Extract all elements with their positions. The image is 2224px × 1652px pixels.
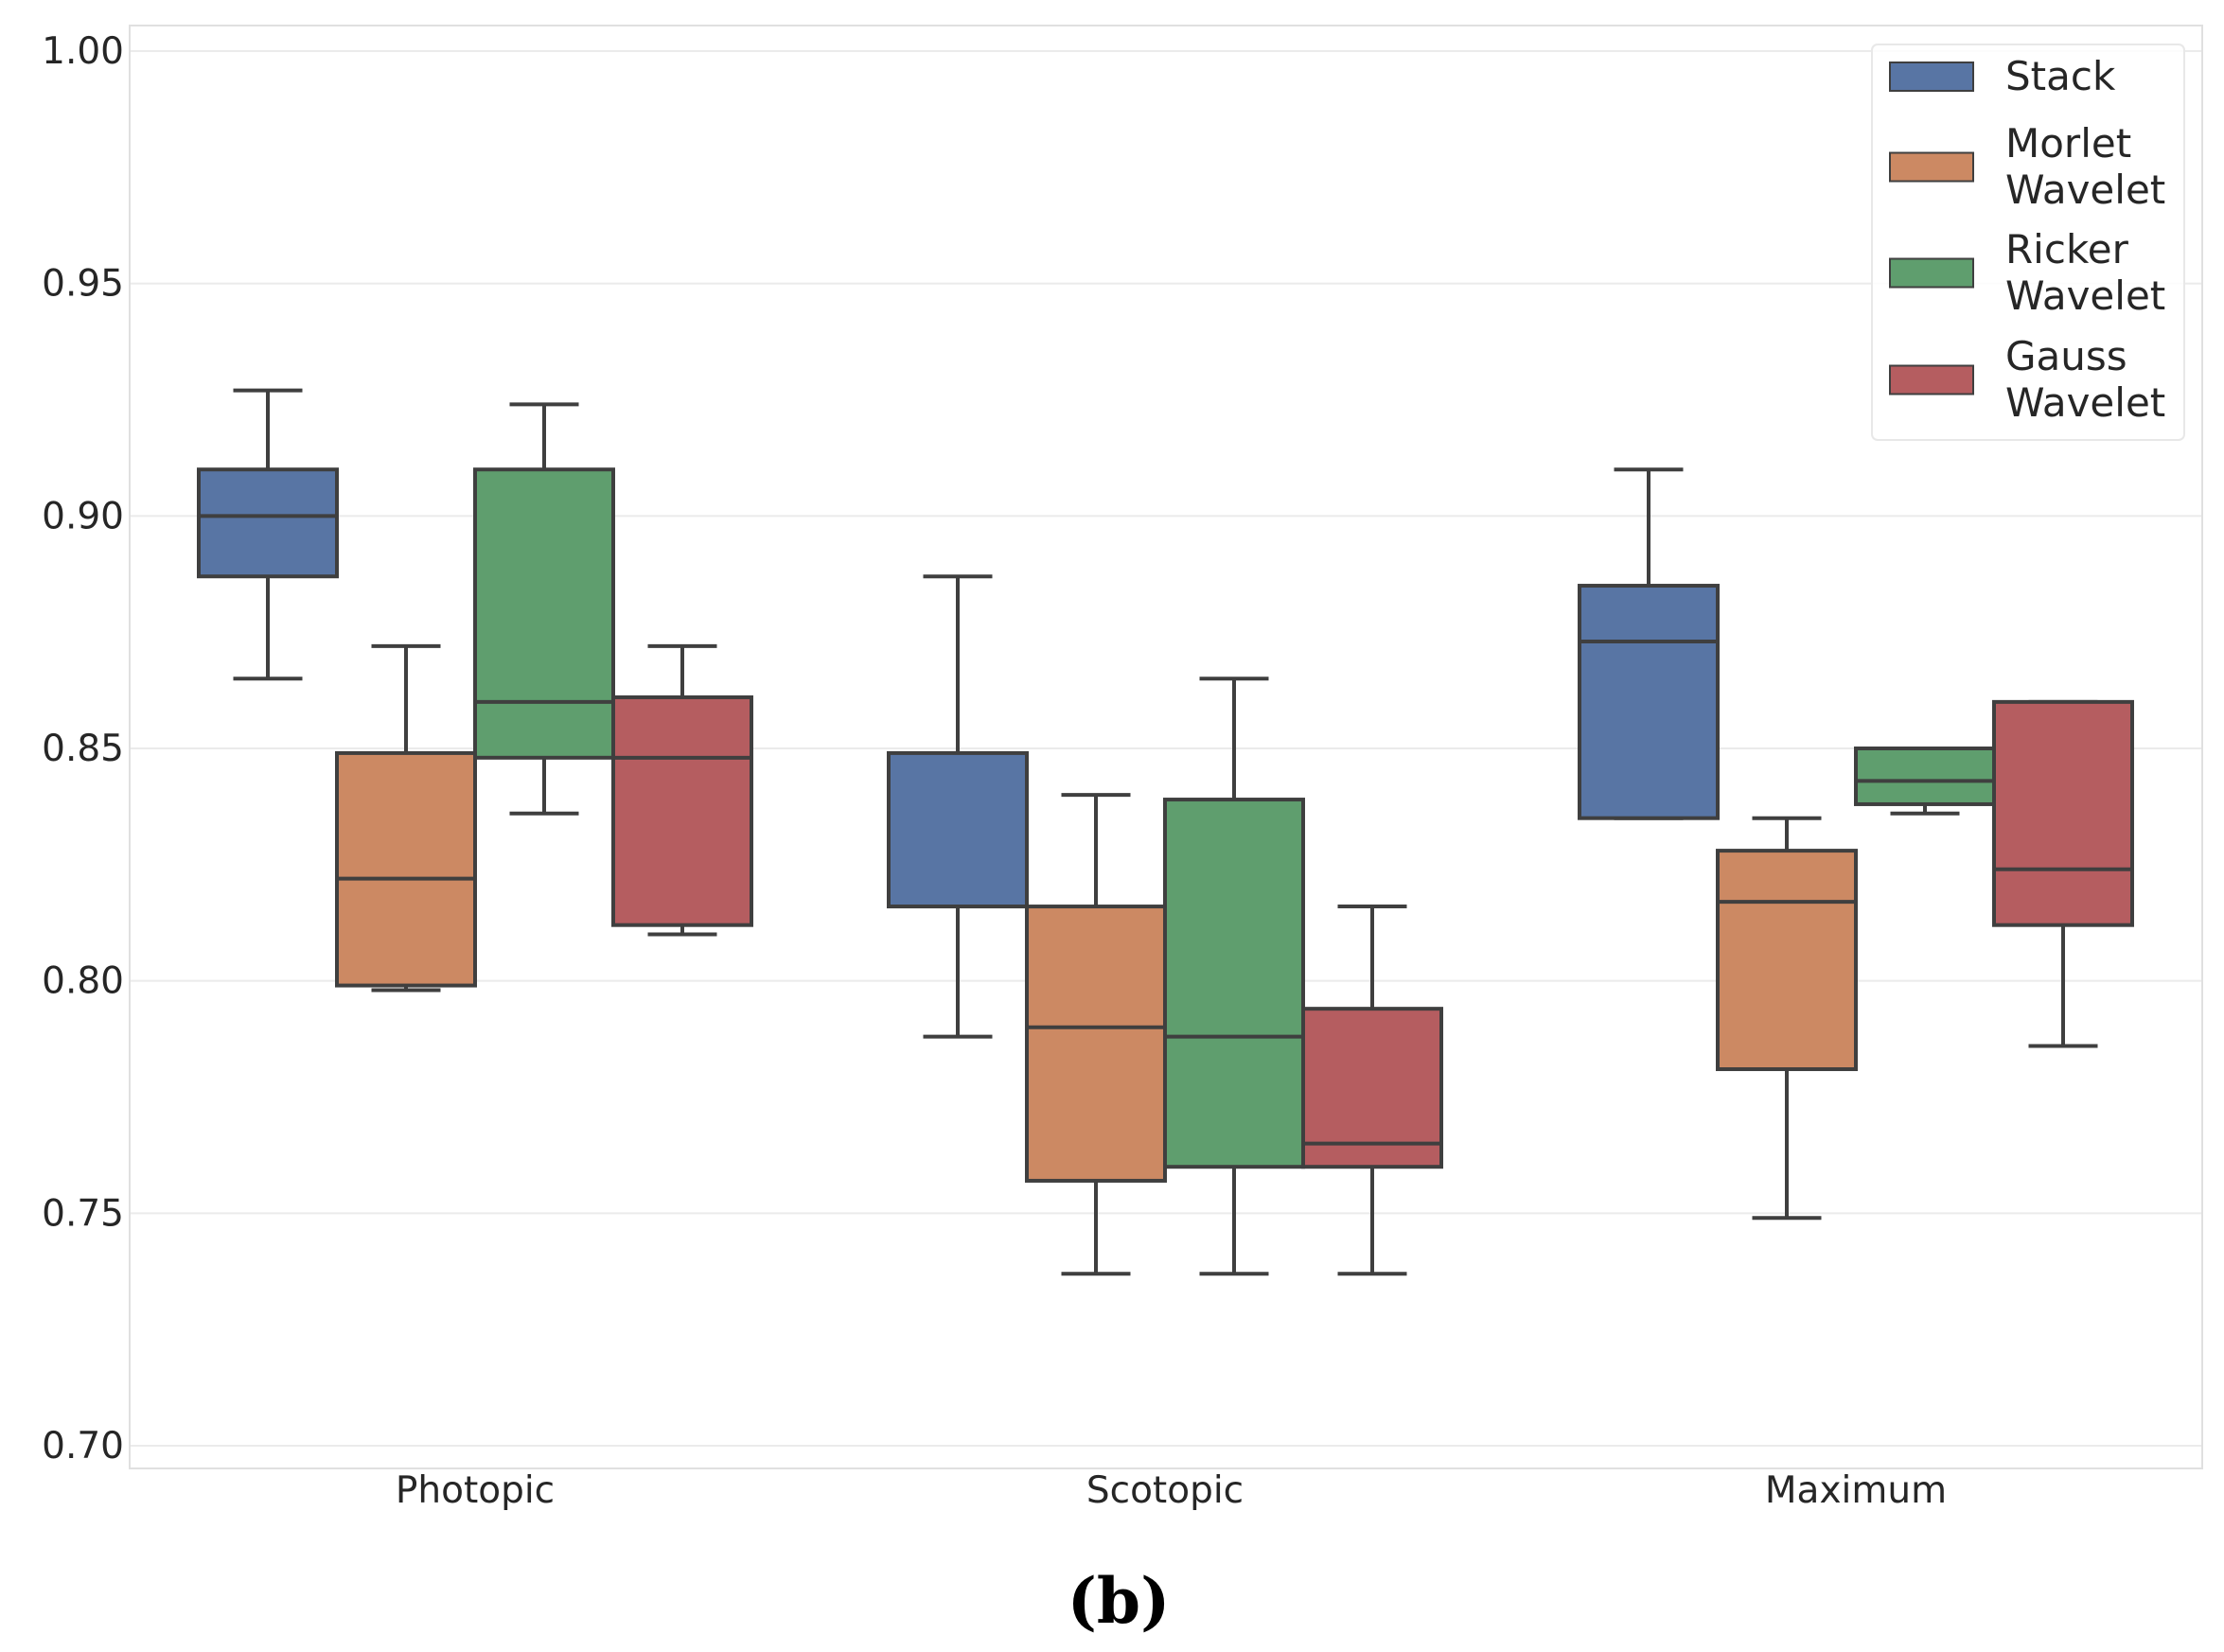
legend-entry: Stack xyxy=(1889,53,2116,99)
iqr-box xyxy=(1025,905,1167,1183)
box-element xyxy=(1578,467,1720,820)
x-tick-label: Photopic xyxy=(396,1469,555,1512)
legend-label: Wavelet xyxy=(2005,379,2165,426)
iqr-box xyxy=(1716,849,1858,1072)
legend-swatch xyxy=(1889,151,1974,183)
box-element xyxy=(1854,747,1996,816)
y-tick-label: 0.75 xyxy=(42,1192,124,1235)
x-axis-tick-labels: Photopic Scotopic Maximum xyxy=(396,1469,1947,1512)
figure-caption: (b) xyxy=(1068,1564,1171,1638)
legend: StackMorletWaveletRickerWaveletGaussWave… xyxy=(1871,44,2185,441)
y-tick-label: 0.80 xyxy=(42,960,124,1003)
iqr-box xyxy=(1301,1007,1443,1169)
series-morlet-wavelet xyxy=(335,643,1858,1276)
series-ricker-wavelet xyxy=(473,402,1996,1276)
x-tick-label: Maximum xyxy=(1765,1469,1947,1512)
legend-swatch xyxy=(1889,257,1974,289)
iqr-box xyxy=(1163,798,1305,1169)
legend-label: Wavelet xyxy=(2005,167,2165,213)
y-tick-label: 0.70 xyxy=(42,1425,124,1467)
y-tick-label: 1.00 xyxy=(42,30,124,73)
legend-label: Morlet xyxy=(2005,120,2131,167)
box-element xyxy=(1992,699,2134,1048)
box-series xyxy=(197,388,2134,1276)
box-element xyxy=(1025,793,1167,1276)
legend-swatch xyxy=(1889,62,1974,92)
y-tick-label: 0.90 xyxy=(42,495,124,537)
iqr-box xyxy=(335,750,477,988)
box-element xyxy=(197,388,339,681)
legend-label: Stack xyxy=(2005,53,2116,99)
legend-swatch xyxy=(1889,364,1974,395)
iqr-box xyxy=(1992,699,2134,927)
iqr-box xyxy=(1854,747,1996,806)
box-element xyxy=(1163,677,1305,1276)
iqr-box xyxy=(1578,584,1720,820)
series-stack xyxy=(197,388,1720,1039)
y-axis-tick-labels: 0.70 0.75 0.80 0.85 0.90 0.95 1.00 xyxy=(42,30,124,1467)
iqr-box xyxy=(887,750,1029,909)
plot-area-frame xyxy=(129,25,2203,1469)
box-element xyxy=(1716,816,1858,1221)
legend-label: Gauss xyxy=(2005,333,2127,379)
legend-frame xyxy=(1871,44,2185,441)
box-element xyxy=(473,402,615,816)
box-element xyxy=(335,643,477,993)
y-tick-label: 0.85 xyxy=(42,728,124,770)
box-element xyxy=(887,574,1029,1039)
iqr-box xyxy=(611,694,753,927)
legend-label: Wavelet xyxy=(2005,272,2165,319)
legend-label: Ricker xyxy=(2005,226,2129,272)
box-element xyxy=(611,643,753,937)
series-gauss-wavelet xyxy=(611,643,2134,1276)
box-element xyxy=(1301,905,1443,1276)
x-tick-label: Scotopic xyxy=(1086,1469,1244,1512)
y-tick-label: 0.95 xyxy=(42,263,124,306)
iqr-box xyxy=(473,467,615,760)
iqr-box xyxy=(197,467,339,579)
